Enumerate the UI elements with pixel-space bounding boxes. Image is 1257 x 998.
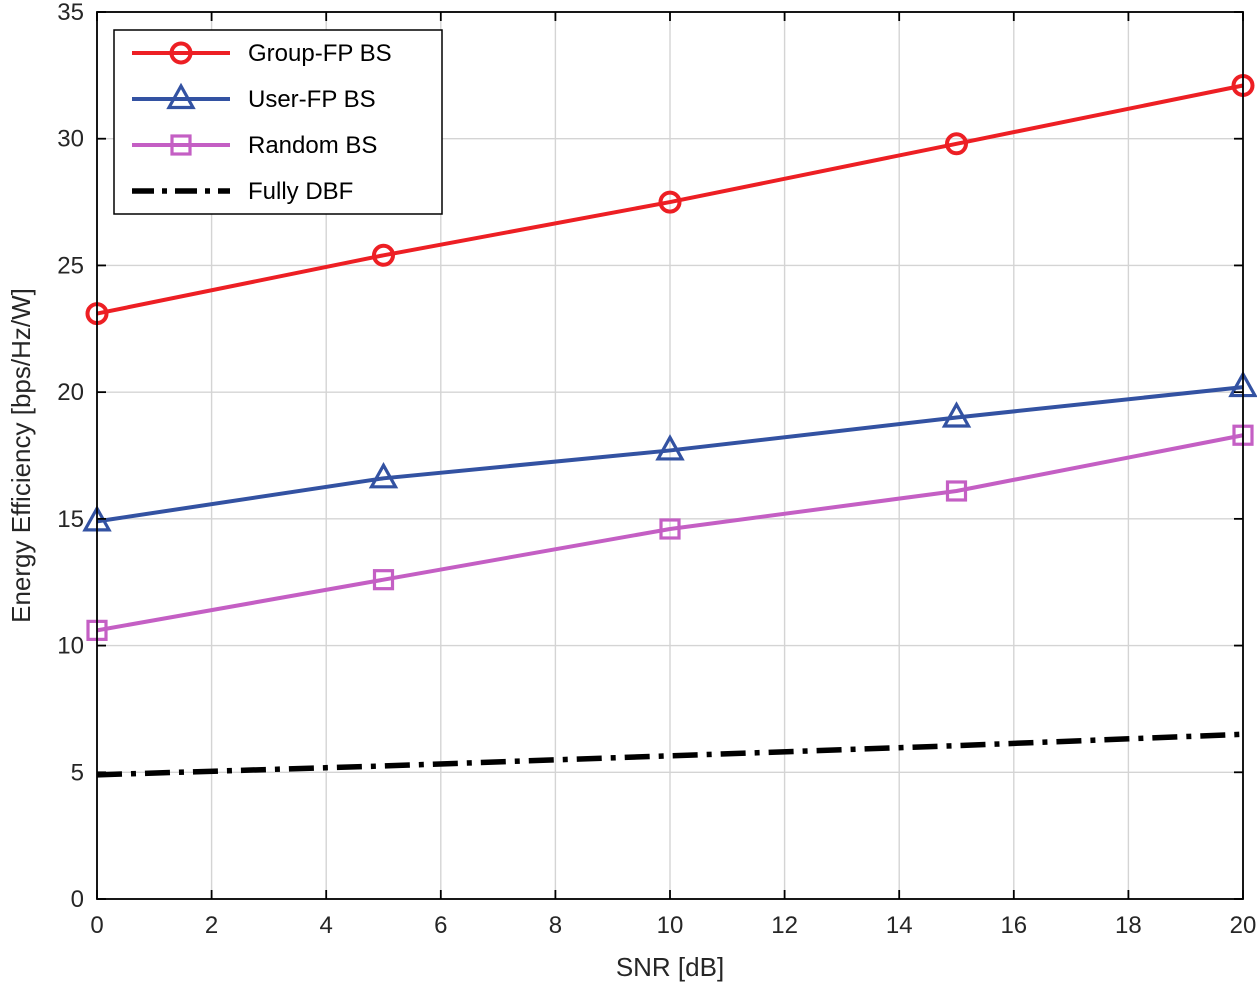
legend-label-user-fp-bs: User-FP BS [248, 86, 376, 113]
legend-marker-user-fp-bs [166, 82, 196, 110]
x-tick-label: 10 [657, 912, 684, 939]
y-tick-label: 5 [71, 759, 84, 786]
x-tick-label: 20 [1230, 912, 1257, 939]
x-tick-label: 4 [320, 912, 333, 939]
series-marker-user-fp-bs [655, 434, 685, 461]
series-line-user-fp-bs [96, 385, 1244, 524]
x-tick-label: 0 [90, 912, 103, 939]
x-axis-label: SNR [dB] [616, 952, 724, 982]
legend-marker-random-bs [170, 134, 192, 156]
data-series [82, 73, 1257, 778]
series-marker-group-fp-bs [372, 243, 395, 267]
y-tick-label: 35 [57, 0, 84, 26]
axis-ticks [96, 11, 1244, 900]
y-tick-label: 10 [57, 633, 84, 660]
legend-label-group-fp-bs: Group-FP BS [248, 40, 392, 67]
x-tick-label: 16 [1000, 912, 1027, 939]
x-tick-label: 2 [205, 912, 218, 939]
series-marker-random-bs [945, 480, 968, 502]
legend: Group-FP BS User-FP BS Random BS Fully DBF [113, 29, 443, 215]
series-marker-user-fp-bs [368, 462, 399, 489]
series-line-random-bs [96, 433, 1244, 633]
x-tick-label: 8 [549, 912, 562, 939]
series-line-group-fp-bs [96, 83, 1244, 316]
series-marker-group-fp-bs [945, 132, 968, 156]
series-marker-group-fp-bs [658, 190, 682, 214]
y-tick-label: 15 [57, 506, 84, 533]
legend-box [113, 29, 443, 215]
tick-labels: 0 2 4 6 8 10 12 14 16 18 20 0 5 10 15 20 25 30 35 [57, 0, 1256, 939]
series-marker-user-fp-bs [941, 401, 972, 428]
x-tick-label: 6 [434, 912, 447, 939]
x-tick-label: 12 [771, 912, 798, 939]
legend-marker-group-fp-bs [169, 41, 193, 65]
legend-label-random-bs: Random BS [248, 132, 377, 159]
x-tick-label: 14 [886, 912, 913, 939]
series-marker-random-bs [659, 518, 681, 540]
y-tick-label: 30 [57, 126, 84, 153]
series-marker-random-bs [372, 569, 395, 591]
y-tick-label: 25 [57, 252, 84, 279]
y-axis-label: Energy Efficiency [bps/Hz/W] [6, 288, 36, 623]
legend-label-fully-dbf: Fully DBF [248, 178, 353, 205]
y-tick-label: 0 [71, 886, 84, 913]
y-tick-label: 20 [57, 379, 84, 406]
x-tick-label: 18 [1115, 912, 1142, 939]
